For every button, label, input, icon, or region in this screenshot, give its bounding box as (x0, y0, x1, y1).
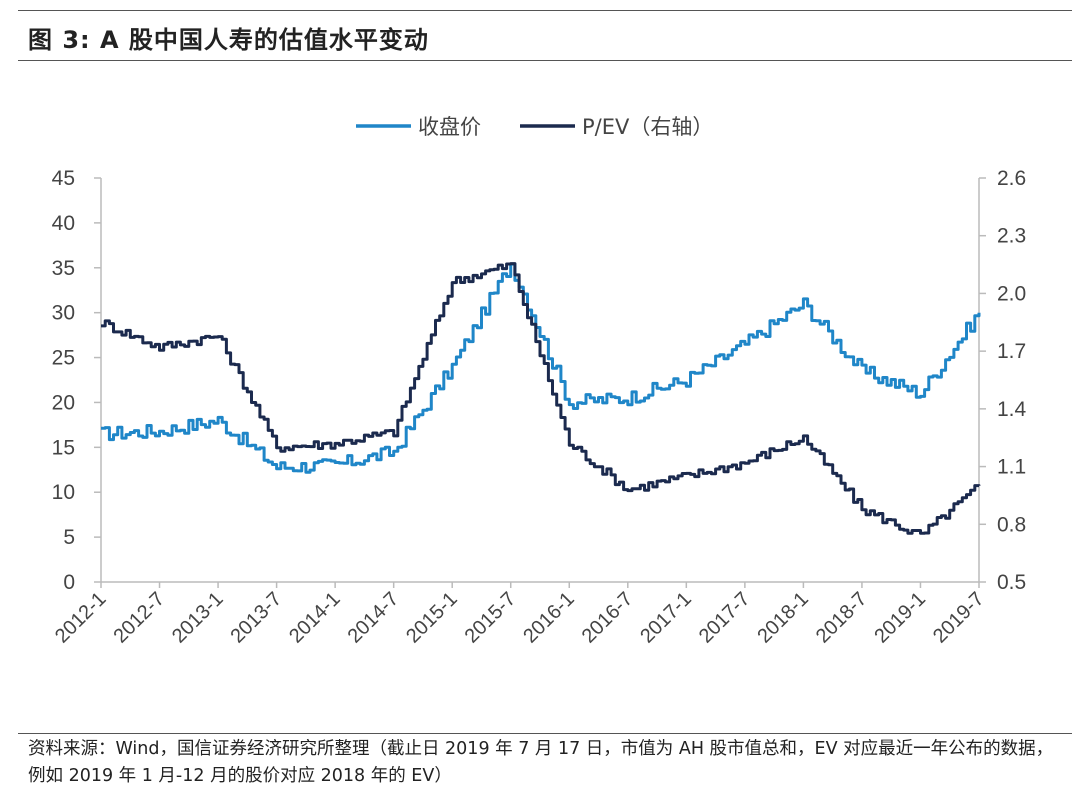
x-tick-label: 2012-7 (109, 588, 169, 648)
legend-label: 收盘价 (418, 115, 481, 139)
x-tick-label: 2016-1 (519, 588, 579, 648)
x-tick-label: 2013-7 (227, 588, 287, 648)
y-right-tick-label: 2.3 (997, 225, 1026, 248)
source-note: 资料来源：Wind，国信证券经济研究所整理（截止日 2019 年 7 月 17 … (28, 739, 1054, 786)
y-left-tick-label: 25 (52, 347, 75, 370)
y-left-tick-label: 35 (52, 257, 75, 280)
bottom-rule (18, 733, 1072, 734)
legend-item: P/EV（右轴） (520, 115, 713, 139)
y-right-tick-label: 1.7 (997, 340, 1026, 363)
x-tick-label: 2017-1 (636, 588, 696, 648)
y-left-tick-label: 0 (63, 571, 75, 594)
x-tick-label: 2016-7 (578, 588, 638, 648)
chart: 0 5 10 15 20 25 30 35 40 45 0.5 0.8 1.1 1.4 1.7 2.0 2.3 2… (51, 115, 1027, 648)
x-tick-label: 2015-1 (402, 588, 462, 648)
y-left-tick-label: 45 (52, 167, 75, 190)
y-right-tick-label: 0.5 (997, 571, 1026, 594)
x-tick-label: 2013-1 (168, 588, 228, 648)
top-rule (18, 10, 1072, 11)
y-left-tick-label: 15 (52, 436, 75, 459)
x-tick-label: 2019-1 (870, 588, 930, 648)
y-left-tick-label: 5 (63, 526, 75, 549)
series-line-pev (101, 262, 981, 535)
x-tick-label: 2019-7 (929, 588, 989, 648)
y-right-tick-label: 0.8 (997, 513, 1026, 536)
y-right-tick-label: 1.4 (997, 398, 1027, 421)
x-tick-label: 2014-7 (344, 588, 404, 648)
y-left-tick-label: 40 (52, 212, 75, 235)
title-rule (18, 60, 1072, 61)
y-right-tick-label: 2.6 (997, 167, 1026, 190)
figure-title: 图 3: A 股中国人寿的估值水平变动 (28, 26, 429, 54)
y-right-tick-label: 1.1 (997, 456, 1026, 479)
x-tick-label: 2018-1 (753, 588, 813, 648)
x-tick-label: 2014-1 (285, 588, 345, 648)
series-line-close-price (101, 262, 981, 474)
x-tick-label: 2018-7 (812, 588, 872, 648)
y-left-tick-label: 10 (52, 481, 75, 504)
x-tick-label: 2015-7 (461, 588, 521, 648)
x-tick-label: 2012-1 (51, 588, 111, 648)
x-tick-label: 2017-7 (695, 588, 755, 648)
y-left-tick-label: 30 (52, 302, 75, 325)
legend-item: 收盘价 (356, 115, 481, 139)
legend-label: P/EV（右轴） (582, 115, 713, 139)
y-right-tick-label: 2.0 (997, 282, 1026, 305)
y-left-tick-label: 20 (52, 391, 75, 414)
